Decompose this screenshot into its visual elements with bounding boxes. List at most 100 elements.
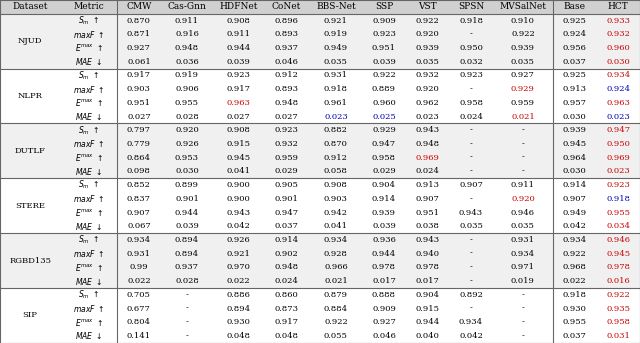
Text: 0.141: 0.141 <box>127 332 151 340</box>
Text: 0.968: 0.968 <box>563 263 587 271</box>
Text: STERE: STERE <box>15 202 45 210</box>
Bar <box>0 178 640 192</box>
Text: 0.024: 0.024 <box>275 277 298 285</box>
Text: -: - <box>186 291 188 299</box>
Text: 0.948: 0.948 <box>175 44 199 52</box>
Text: 0.960: 0.960 <box>606 44 630 52</box>
Text: 0.944: 0.944 <box>415 318 440 326</box>
Text: 0.894: 0.894 <box>227 305 250 312</box>
Text: 0.939: 0.939 <box>415 44 440 52</box>
Text: 0.907: 0.907 <box>415 195 440 203</box>
Text: 0.912: 0.912 <box>324 154 348 162</box>
Text: -: - <box>522 140 524 148</box>
Text: 0.956: 0.956 <box>563 44 587 52</box>
Bar <box>0 315 640 329</box>
Text: $maxF$ $\uparrow$: $maxF$ $\uparrow$ <box>73 139 104 150</box>
Text: 0.901: 0.901 <box>175 195 199 203</box>
Text: 0.039: 0.039 <box>372 222 396 230</box>
Text: 0.030: 0.030 <box>563 113 587 120</box>
Text: 0.945: 0.945 <box>606 250 630 258</box>
Text: 0.022: 0.022 <box>227 277 250 285</box>
Text: 0.955: 0.955 <box>563 318 587 326</box>
Text: 0.032: 0.032 <box>459 58 483 66</box>
Text: 0.028: 0.028 <box>175 277 199 285</box>
Text: 0.929: 0.929 <box>511 85 535 93</box>
Text: 0.959: 0.959 <box>511 99 535 107</box>
Text: 0.915: 0.915 <box>227 140 250 148</box>
Text: 0.921: 0.921 <box>324 16 348 25</box>
Text: 0.945: 0.945 <box>227 154 250 162</box>
Text: 0.955: 0.955 <box>175 99 199 107</box>
Text: 0.99: 0.99 <box>129 263 148 271</box>
Text: 0.029: 0.029 <box>372 167 396 175</box>
Text: 0.978: 0.978 <box>372 263 396 271</box>
Text: -: - <box>470 250 472 258</box>
Text: 0.892: 0.892 <box>459 291 483 299</box>
Text: 0.920: 0.920 <box>415 85 440 93</box>
Text: 0.023: 0.023 <box>415 113 440 120</box>
Text: 0.942: 0.942 <box>324 209 348 216</box>
Text: 0.046: 0.046 <box>372 332 396 340</box>
Bar <box>0 27 640 41</box>
Text: 0.930: 0.930 <box>563 305 587 312</box>
Text: 0.019: 0.019 <box>511 277 535 285</box>
Bar <box>0 96 640 110</box>
Text: 0.905: 0.905 <box>275 181 298 189</box>
Text: 0.959: 0.959 <box>275 154 298 162</box>
Text: 0.937: 0.937 <box>175 263 199 271</box>
Text: 0.894: 0.894 <box>175 236 199 244</box>
Text: Cas-Gnn: Cas-Gnn <box>168 2 207 11</box>
Text: CoNet: CoNet <box>272 2 301 11</box>
Text: 0.922: 0.922 <box>606 291 630 299</box>
Text: 0.958: 0.958 <box>606 318 630 326</box>
Text: 0.035: 0.035 <box>415 58 440 66</box>
Text: 0.920: 0.920 <box>175 126 199 134</box>
Text: 0.915: 0.915 <box>415 305 440 312</box>
Text: VST: VST <box>418 2 437 11</box>
Text: HCT: HCT <box>608 2 628 11</box>
Text: $maxF$ $\uparrow$: $maxF$ $\uparrow$ <box>73 248 104 259</box>
Text: 0.948: 0.948 <box>415 140 440 148</box>
Text: 0.908: 0.908 <box>227 16 250 25</box>
Text: 0.042: 0.042 <box>227 222 250 230</box>
Bar <box>0 14 640 27</box>
Bar <box>0 69 640 82</box>
Text: 0.927: 0.927 <box>127 44 151 52</box>
Text: 0.042: 0.042 <box>459 332 483 340</box>
Text: 0.021: 0.021 <box>324 277 348 285</box>
Text: 0.017: 0.017 <box>415 277 440 285</box>
Text: 0.870: 0.870 <box>324 140 348 148</box>
Text: 0.928: 0.928 <box>324 250 348 258</box>
Bar <box>0 137 640 151</box>
Text: 0.017: 0.017 <box>372 277 396 285</box>
Text: 0.918: 0.918 <box>324 85 348 93</box>
Text: 0.934: 0.934 <box>324 236 348 244</box>
Text: 0.906: 0.906 <box>175 85 199 93</box>
Text: -: - <box>522 332 524 340</box>
Text: 0.912: 0.912 <box>275 71 298 80</box>
Text: 0.939: 0.939 <box>563 126 587 134</box>
Text: 0.907: 0.907 <box>459 181 483 189</box>
Text: 0.931: 0.931 <box>324 71 348 80</box>
Text: 0.022: 0.022 <box>127 277 150 285</box>
Text: 0.022: 0.022 <box>563 277 586 285</box>
Text: BBS-Net: BBS-Net <box>316 2 356 11</box>
Text: 0.962: 0.962 <box>415 99 440 107</box>
Text: 0.035: 0.035 <box>511 58 535 66</box>
Text: 0.934: 0.934 <box>563 236 587 244</box>
Text: 0.914: 0.914 <box>563 181 587 189</box>
Text: 0.951: 0.951 <box>127 99 151 107</box>
Text: 0.873: 0.873 <box>275 305 298 312</box>
Text: 0.852: 0.852 <box>127 181 151 189</box>
Text: -: - <box>470 263 472 271</box>
Text: $S_m$ $\uparrow$: $S_m$ $\uparrow$ <box>78 179 99 191</box>
Text: 0.025: 0.025 <box>372 113 396 120</box>
Text: $MAE$ $\downarrow$: $MAE$ $\downarrow$ <box>75 111 102 122</box>
Text: $E^{max}$ $\uparrow$: $E^{max}$ $\uparrow$ <box>75 43 103 54</box>
Text: NLPR: NLPR <box>18 92 42 100</box>
Text: 0.971: 0.971 <box>511 263 535 271</box>
Text: SIP: SIP <box>22 311 38 319</box>
Text: $S_m$ $\uparrow$: $S_m$ $\uparrow$ <box>78 14 99 27</box>
Text: 0.949: 0.949 <box>563 209 587 216</box>
Text: 0.926: 0.926 <box>227 236 250 244</box>
